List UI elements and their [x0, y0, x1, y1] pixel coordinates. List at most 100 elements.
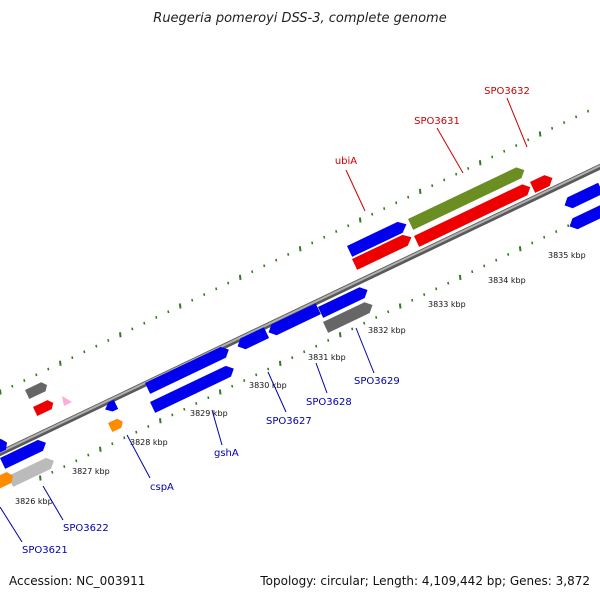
gene-SPO3632-red[interactable]	[414, 182, 533, 247]
tick-mark	[515, 144, 518, 147]
tick-mark	[338, 332, 342, 338]
tick-mark	[467, 167, 470, 170]
gene-gray-small[interactable]	[25, 381, 49, 400]
tick-mark	[83, 350, 86, 354]
gene-label-SPO3627[interactable]: SPO3627	[266, 416, 312, 427]
gene-blue-mid-2[interactable]	[145, 344, 231, 394]
tick-mark	[435, 287, 438, 291]
gene-label-SPO3629[interactable]: SPO3629	[354, 376, 400, 387]
gene-SPO3629[interactable]	[323, 300, 375, 333]
tick-mark	[111, 442, 114, 446]
tick-mark	[238, 274, 242, 281]
tick-mark	[471, 270, 474, 274]
tick-mark	[147, 425, 150, 428]
tick-mark	[291, 356, 294, 360]
tick-mark	[518, 246, 522, 252]
gene-cspA[interactable]	[108, 417, 125, 433]
tick-mark	[483, 264, 486, 268]
gene-SPO3627[interactable]	[235, 327, 270, 352]
tick-mark	[495, 258, 498, 262]
tick-mark	[267, 367, 270, 371]
tick-mark	[383, 207, 386, 210]
tick-mark	[327, 339, 330, 342]
tick-mark	[159, 418, 162, 424]
tick-mark	[123, 436, 126, 440]
gene-pink-marker[interactable]	[62, 396, 72, 406]
gene-SPO3631[interactable]	[408, 165, 527, 230]
tick-mark	[563, 121, 566, 124]
gene-blue-small[interactable]	[103, 399, 119, 414]
gene-orange-edge[interactable]	[0, 470, 15, 489]
tick-mark	[347, 224, 350, 228]
gene-blue-right-2[interactable]	[567, 203, 600, 232]
tick-mark	[59, 360, 62, 366]
gene-label-SPO3628[interactable]: SPO3628	[306, 397, 352, 408]
gene-label-SPO3622[interactable]: SPO3622	[63, 523, 109, 534]
map-title: Ruegeria pomeroyi DSS-3, complete genome	[153, 11, 446, 26]
tick-mark	[303, 350, 306, 354]
tick-mark	[178, 303, 182, 309]
tick-mark	[63, 465, 66, 468]
gene-label-ubiA[interactable]: ubiA	[335, 156, 357, 167]
tick-mark	[443, 178, 446, 182]
tick-mark	[411, 298, 414, 302]
tick-mark	[207, 396, 210, 400]
gene-label-SPO3621[interactable]: SPO3621	[22, 545, 68, 556]
scale-label: 3835 kbp	[548, 251, 586, 260]
tick-mark	[167, 310, 170, 314]
gene-SPO3628[interactable]	[266, 303, 321, 338]
tick-mark	[23, 379, 26, 382]
tick-mark	[431, 184, 434, 188]
tick-mark	[287, 253, 290, 256]
tick-mark	[171, 413, 174, 417]
scale-label: 3834 kbp	[488, 276, 526, 285]
gene-label-SPO3632[interactable]: SPO3632	[484, 86, 530, 97]
tick-mark	[387, 310, 390, 314]
gene-SPO3632[interactable]	[530, 173, 555, 193]
tick-mark	[478, 160, 482, 166]
tick-mark	[395, 201, 398, 205]
gene-features	[0, 165, 600, 489]
scale-label: 3826 kbp	[15, 497, 53, 506]
tick-mark	[255, 373, 258, 377]
tick-mark	[203, 293, 206, 296]
tick-mark	[47, 367, 50, 371]
tick-mark	[315, 344, 318, 348]
gene-ubiA-rna[interactable]	[352, 232, 414, 270]
tick-mark	[567, 224, 570, 228]
tick-mark	[351, 327, 354, 331]
tick-mark	[398, 303, 402, 309]
tick-mark	[543, 235, 546, 239]
tick-mark	[35, 373, 38, 377]
tick-mark	[218, 389, 222, 395]
gene-label-cspA[interactable]: cspA	[150, 482, 174, 493]
tick-mark	[575, 115, 578, 119]
tick-mark	[358, 217, 362, 223]
tick-mark	[335, 230, 338, 233]
gene-labels-bottom: SPO3621 SPO3622 cspA gshA SPO3627 SPO362…	[0, 327, 400, 556]
gene-SPO3621[interactable]	[0, 437, 48, 469]
gene-red-small[interactable]	[33, 398, 55, 417]
gene-SPO3622[interactable]	[8, 455, 56, 487]
tick-mark	[99, 446, 102, 452]
tick-mark	[458, 274, 462, 281]
tick-mark	[71, 356, 74, 360]
gene-gshA[interactable]	[150, 363, 236, 413]
tick-mark	[215, 287, 218, 291]
tick-mark	[418, 188, 422, 195]
tick-mark	[407, 195, 410, 199]
gene-blue-mid-1[interactable]	[318, 285, 370, 318]
tick-mark	[551, 126, 554, 130]
scale-label: 3827 kbp	[72, 467, 110, 476]
gene-blue-edge[interactable]	[0, 437, 10, 455]
gene-label-gshA[interactable]: gshA	[214, 448, 239, 459]
gene-ubiA[interactable]	[347, 219, 409, 257]
tick-mark	[183, 407, 186, 411]
accession-text: Accession: NC_003911	[9, 574, 145, 588]
tick-mark	[455, 172, 458, 176]
scale-labels: 3826 kbp 3827 kbp 3828 kbp 3829 kbp 3830…	[15, 251, 586, 506]
gene-label-SPO3631[interactable]: SPO3631	[414, 116, 460, 127]
gene-blue-right-1[interactable]	[562, 182, 600, 211]
gene-labels-top: ubiA SPO3631 SPO3632	[335, 86, 530, 212]
scale-label: 3828 kbp	[130, 438, 168, 447]
